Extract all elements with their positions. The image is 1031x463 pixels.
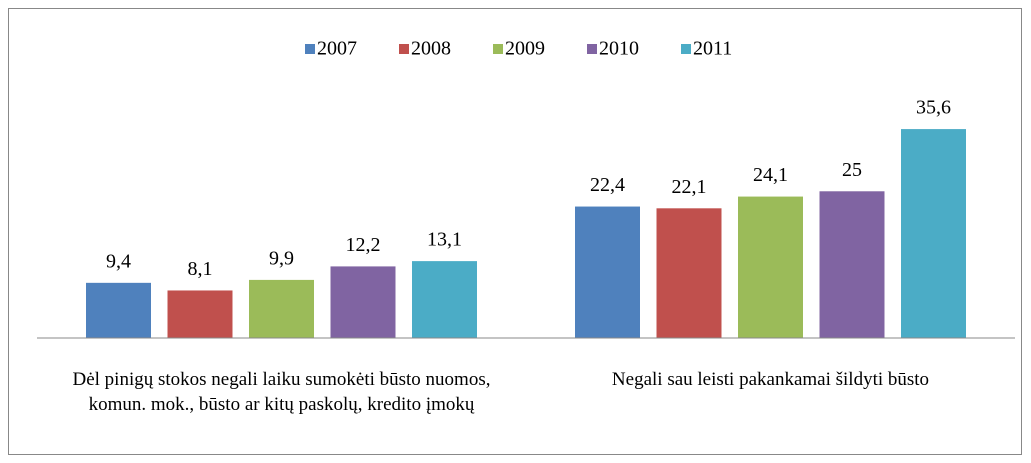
legend-swatch	[587, 44, 597, 54]
bar	[412, 261, 477, 338]
bar	[167, 290, 233, 338]
data-label: 35,6	[916, 97, 951, 119]
bar	[575, 206, 640, 338]
bar	[330, 266, 396, 338]
legend-label: 2008	[411, 38, 451, 60]
bar	[901, 129, 966, 338]
data-label: 24,1	[753, 164, 788, 186]
data-label: 9,9	[269, 247, 294, 269]
data-label: 12,2	[346, 234, 381, 256]
legend-label: 2007	[317, 38, 357, 60]
data-label: 9,4	[106, 250, 131, 272]
legend-swatch	[493, 44, 503, 54]
bar	[249, 279, 314, 338]
legend-swatch	[681, 44, 691, 54]
data-label: 22,4	[590, 174, 625, 196]
data-label: 25	[842, 159, 862, 181]
legend-label: 2010	[599, 38, 639, 60]
legend-label: 2009	[505, 38, 545, 60]
data-label: 22,1	[672, 176, 707, 198]
data-label: 8,1	[188, 258, 213, 280]
x-tick-label: Negali sau leisti pakankamai šildyti būs…	[611, 369, 930, 390]
bar	[819, 191, 885, 338]
bar	[738, 196, 803, 338]
bar	[86, 282, 151, 338]
x-tick-label: Dėl pinigų stokos negali laiku sumokėti …	[72, 369, 491, 415]
x-tick-label-box: Dėl pinigų stokos negali laiku sumokėti …	[72, 369, 491, 415]
legend-label: 2011	[693, 38, 732, 60]
legend-swatch	[399, 44, 409, 54]
bar	[656, 208, 722, 338]
legend-swatch	[305, 44, 315, 54]
x-tick-label-box: Negali sau leisti pakankamai šildyti būs…	[611, 369, 930, 390]
data-label: 13,1	[427, 229, 462, 251]
